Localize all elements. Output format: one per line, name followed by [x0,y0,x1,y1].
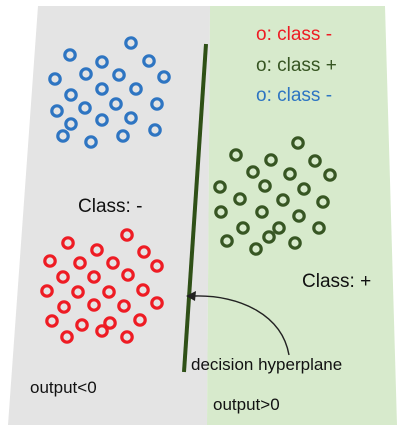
blue-point [95,82,109,96]
blue-point [50,104,64,118]
red-point [121,268,135,282]
green-point [308,154,322,168]
green-point [262,230,276,244]
green-point [246,165,260,179]
red-point [56,270,70,284]
blue-point [64,88,78,102]
red-point [73,256,87,270]
green-point [291,136,305,150]
green-point [276,193,290,207]
red-point [120,228,134,242]
blue-point [95,113,109,127]
red-point [87,298,101,312]
green-point [229,148,243,162]
green-point [258,179,272,193]
red-point [60,330,74,344]
blue-point [78,101,92,115]
green-point [297,182,311,196]
blue-point [129,82,143,96]
red-point [87,270,101,284]
green-point [264,153,278,167]
hyperplane-arrow [194,295,290,356]
green-point [236,221,250,235]
class-minus-label: Class: - [78,196,142,217]
blue-point [56,129,70,143]
red-point [95,324,109,338]
red-point [75,318,89,332]
blue-point [63,48,77,62]
red-point [57,300,71,314]
legend-blue: o: class - [256,85,332,106]
red-point [136,283,150,297]
blue-point [84,135,98,149]
green-point [255,205,269,219]
red-point [120,330,134,344]
green-point [233,192,247,206]
red-point [133,313,147,327]
blue-point [150,97,164,111]
blue-point [157,70,171,84]
green-points-cluster [213,136,337,256]
blue-point [142,54,156,68]
blue-point [48,72,62,86]
red-point [103,316,117,330]
green-point [214,205,228,219]
blue-point [116,129,130,143]
blue-point [148,123,162,137]
red-point [61,236,75,250]
red-point [102,285,116,299]
green-point [213,180,227,194]
green-point [249,242,263,256]
green-point [316,195,330,209]
red-point [90,243,104,257]
positive-region [207,6,397,425]
blue-point [79,67,93,81]
red-point [40,284,54,298]
green-point [272,221,286,235]
green-point [283,167,297,181]
red-point [43,254,57,268]
red-point [137,245,151,259]
green-point [312,221,326,235]
blue-point [112,68,126,82]
blue-point [124,36,138,50]
red-point [106,256,120,270]
red-point [150,296,164,310]
green-point [323,168,337,182]
legend-green: o: class + [256,55,337,76]
blue-point [124,111,138,125]
blue-points-cluster [48,36,171,149]
output-negative-label: output<0 [30,378,97,397]
red-point [71,285,85,299]
blue-point [64,117,78,131]
hyperplane-label: decision hyperplane [191,355,342,374]
red-point [117,299,131,313]
green-point [288,236,302,250]
legend-red: o: class - [256,24,332,45]
red-point [45,314,59,328]
red-points-cluster [40,228,164,344]
arrowhead-icon [186,291,196,301]
green-point [292,209,306,223]
decision-hyperplane-line [182,43,208,373]
class-plus-label: Class: + [302,271,371,292]
green-point [220,234,234,248]
red-point [150,259,164,273]
output-positive-label: output>0 [213,395,280,414]
blue-point [109,97,123,111]
blue-point [95,55,109,69]
